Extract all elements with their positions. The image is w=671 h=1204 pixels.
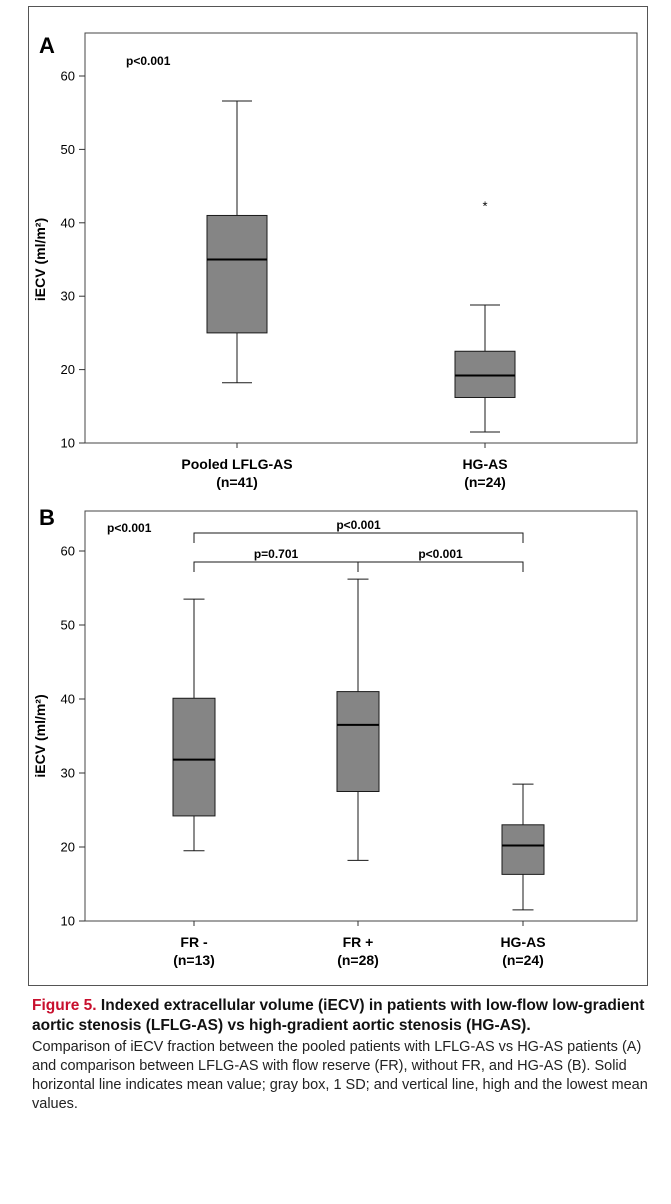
panel-b-fr-box	[336, 691, 380, 792]
caption-title: Figure 5. Indexed extracellular volume (…	[32, 996, 652, 1036]
panel-b-bracket-label-0: p<0.001	[336, 518, 381, 532]
panel-b-p-value: p<0.001	[107, 521, 152, 535]
panel-b-fr-category-label: FR +	[343, 934, 374, 950]
panel-b-ytick-label-20: 20	[61, 840, 75, 855]
panel-b-ytick-label-50: 50	[61, 618, 75, 633]
panel-b-hg-as-n-label: (n=24)	[502, 952, 544, 968]
panel-b-fr-n-label: (n=28)	[337, 952, 379, 968]
panel-a-ytick-label-40: 40	[61, 215, 75, 230]
panel-b-y-axis-label: iECV (ml/m²)	[32, 694, 48, 777]
panel-a-letter: A	[39, 33, 55, 58]
panel-a-ytick-label-10: 10	[61, 436, 75, 451]
panel-b-ytick-label-60: 60	[61, 544, 75, 559]
figure: A 10 20 30 40 50 60 iECV (ml/m²) p<0.001 Pooled L…	[28, 6, 648, 986]
caption-title-text: Indexed extracellular volume (iECV) in p…	[32, 997, 645, 1034]
panel-b-ytick-label-30: 30	[61, 766, 75, 781]
panel-b-ytick-label-40: 40	[61, 692, 75, 707]
panel-a-pooled-lflg-as-category-label: Pooled LFLG-AS	[181, 456, 292, 472]
panel-b-bracket-label-2: p<0.001	[418, 547, 463, 561]
panel-b-plot-frame	[84, 510, 638, 922]
panel-a-hg-as-box	[454, 350, 516, 398]
panel-a-y-axis-label: iECV (ml/m²)	[32, 218, 48, 301]
panel-a-ytick-label-30: 30	[61, 289, 75, 304]
panel-b-hg-as-category-label: HG-AS	[500, 934, 545, 950]
panel-a-plot-frame	[84, 32, 638, 444]
panel-b-fr-n-label: (n=13)	[173, 952, 215, 968]
panel-b-hg-as-box	[501, 824, 545, 875]
caption-body: Comparison of iECV fraction between the …	[32, 1039, 648, 1112]
panel-b-fr-box	[172, 697, 216, 817]
panel-a-hg-as-category-label: HG-AS	[462, 456, 507, 472]
panel-a-hg-as-n-label: (n=24)	[464, 474, 506, 490]
panel-b-bracket-1	[193, 561, 359, 572]
panel-b-letter: B	[39, 505, 55, 530]
panel-a-ytick-label-20: 20	[61, 362, 75, 377]
caption-figure-number: Figure 5.	[32, 997, 97, 1014]
panel-b-bracket-2	[357, 561, 524, 572]
panel-a-ytick-label-60: 60	[61, 69, 75, 84]
panel-a-ytick-label-50: 50	[61, 142, 75, 157]
panel-b-fr-category-label: FR -	[180, 934, 208, 950]
panel-b-bracket-label-1: p=0.701	[254, 547, 299, 561]
panel-b-ytick-label-10: 10	[61, 914, 75, 929]
chart-figure: A 10 20 30 40 50 60 iECV (ml/m²) p<0.001 Pooled L…	[32, 32, 638, 968]
figure-caption: Figure 5. Indexed extracellular volume (…	[32, 996, 652, 1114]
panel-a-p-value: p<0.001	[126, 54, 171, 68]
panel-a-pooled-lflg-as-box	[206, 214, 268, 334]
panel-b-bracket-0	[193, 532, 524, 543]
panel-a-pooled-lflg-as-n-label: (n=41)	[216, 474, 258, 490]
panel-a-hg-as-outlier-0: *	[482, 198, 487, 213]
